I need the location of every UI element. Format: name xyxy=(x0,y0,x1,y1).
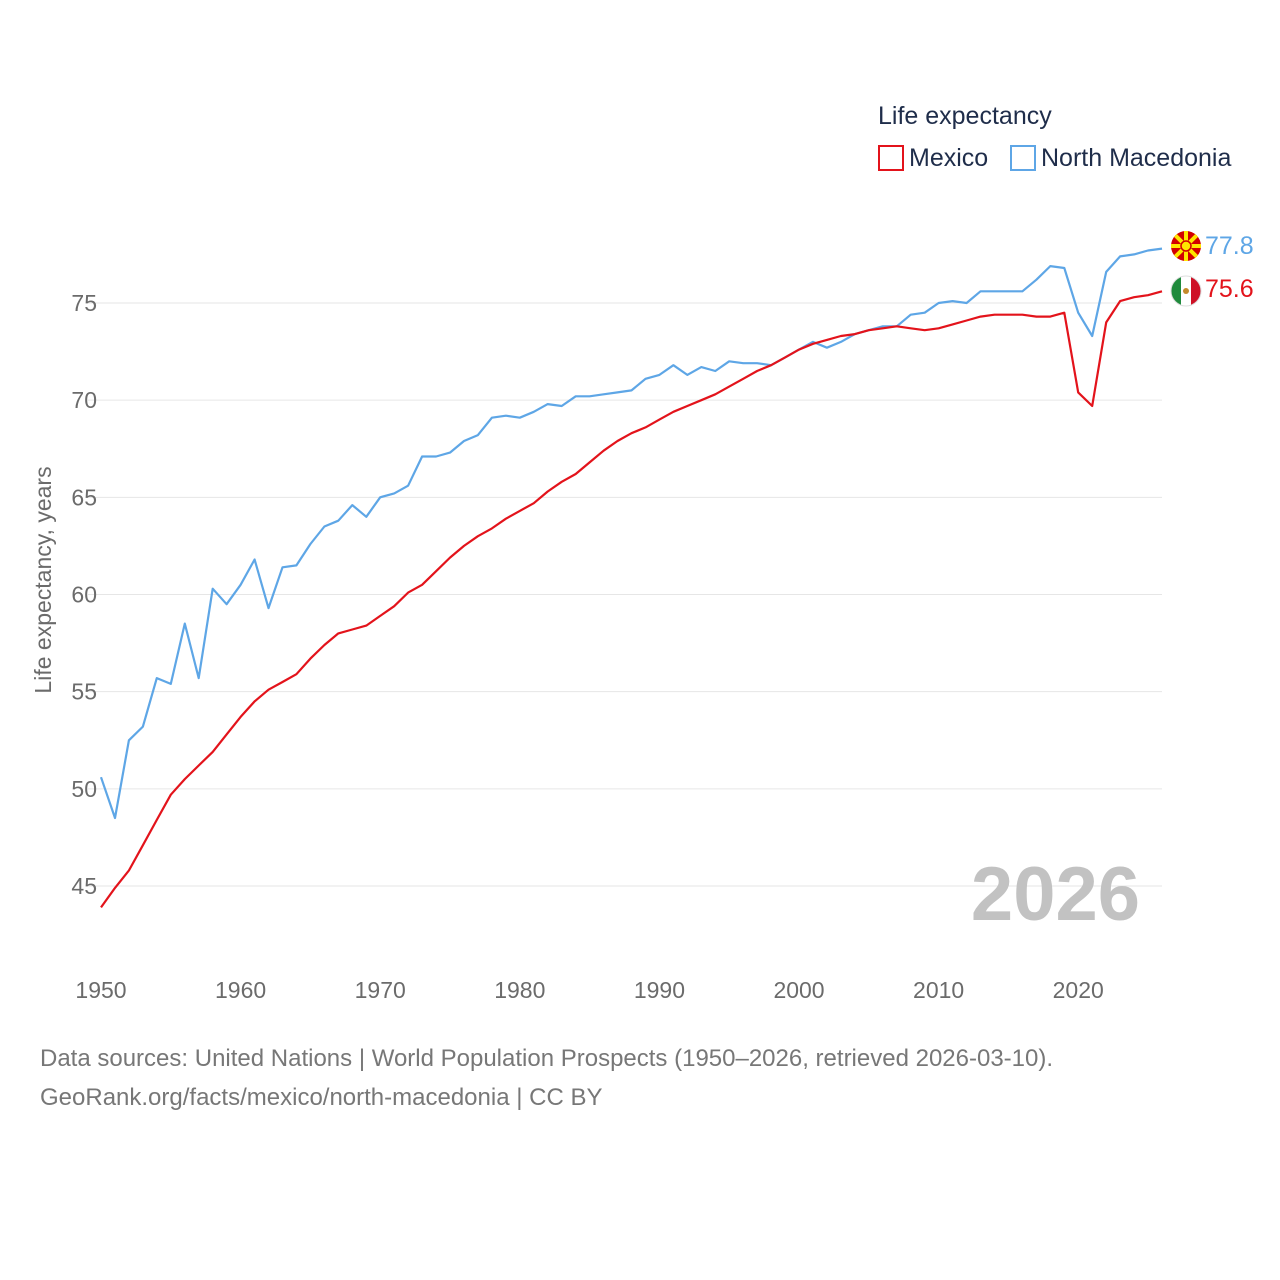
series-lines xyxy=(99,247,1163,909)
x-tick-label: 1970 xyxy=(355,977,406,1003)
x-tick-label: 1980 xyxy=(494,977,545,1003)
x-tick-label: 1960 xyxy=(215,977,266,1003)
y-tick-label: 70 xyxy=(71,387,97,413)
legend-label-north-macedonia[interactable]: North Macedonia xyxy=(1041,144,1231,172)
y-tick-label: 75 xyxy=(71,290,97,316)
x-tick-label: 2010 xyxy=(913,977,964,1003)
north-macedonia-flag-icon xyxy=(1171,231,1201,261)
y-axis-title: Life expectancy, years xyxy=(30,466,56,693)
legend-swatch-mexico[interactable] xyxy=(878,145,904,171)
end-label-north-macedonia: 77.8 xyxy=(1205,232,1254,260)
footer-attribution[interactable]: GeoRank.org/facts/mexico/north-macedonia… xyxy=(40,1084,603,1111)
x-tick-label: 2000 xyxy=(773,977,824,1003)
y-tick-label: 50 xyxy=(71,776,97,802)
y-tick-label: 60 xyxy=(71,582,97,608)
series-line-north-macedonia[interactable] xyxy=(99,247,1163,820)
x-tick-label: 1950 xyxy=(75,977,126,1003)
x-tick-label: 2020 xyxy=(1053,977,1104,1003)
big-year-label: 2026 xyxy=(971,852,1140,937)
x-tick-label: 1990 xyxy=(634,977,685,1003)
footer-sources: Data sources: United Nations | World Pop… xyxy=(40,1045,1054,1072)
x-axis-ticks: 1950 1960 1970 1980 1990 2000 2010 2020 xyxy=(75,977,1103,1003)
series-line-mexico[interactable] xyxy=(100,290,1163,909)
mexico-flag-icon xyxy=(1170,275,1202,307)
legend-swatch-north-macedonia[interactable] xyxy=(1010,145,1036,171)
y-tick-label: 55 xyxy=(71,679,97,705)
legend-title: Life expectancy xyxy=(878,102,1052,130)
legend-label-mexico[interactable]: Mexico xyxy=(909,144,988,172)
legend[interactable]: Life expectancy Mexico North Macedonia xyxy=(878,102,1231,172)
y-tick-label: 45 xyxy=(71,873,97,899)
end-label-mexico: 75.6 xyxy=(1205,275,1254,303)
y-tick-label: 65 xyxy=(71,484,97,510)
y-axis-ticks: 45 50 55 60 65 70 75 xyxy=(71,290,97,899)
